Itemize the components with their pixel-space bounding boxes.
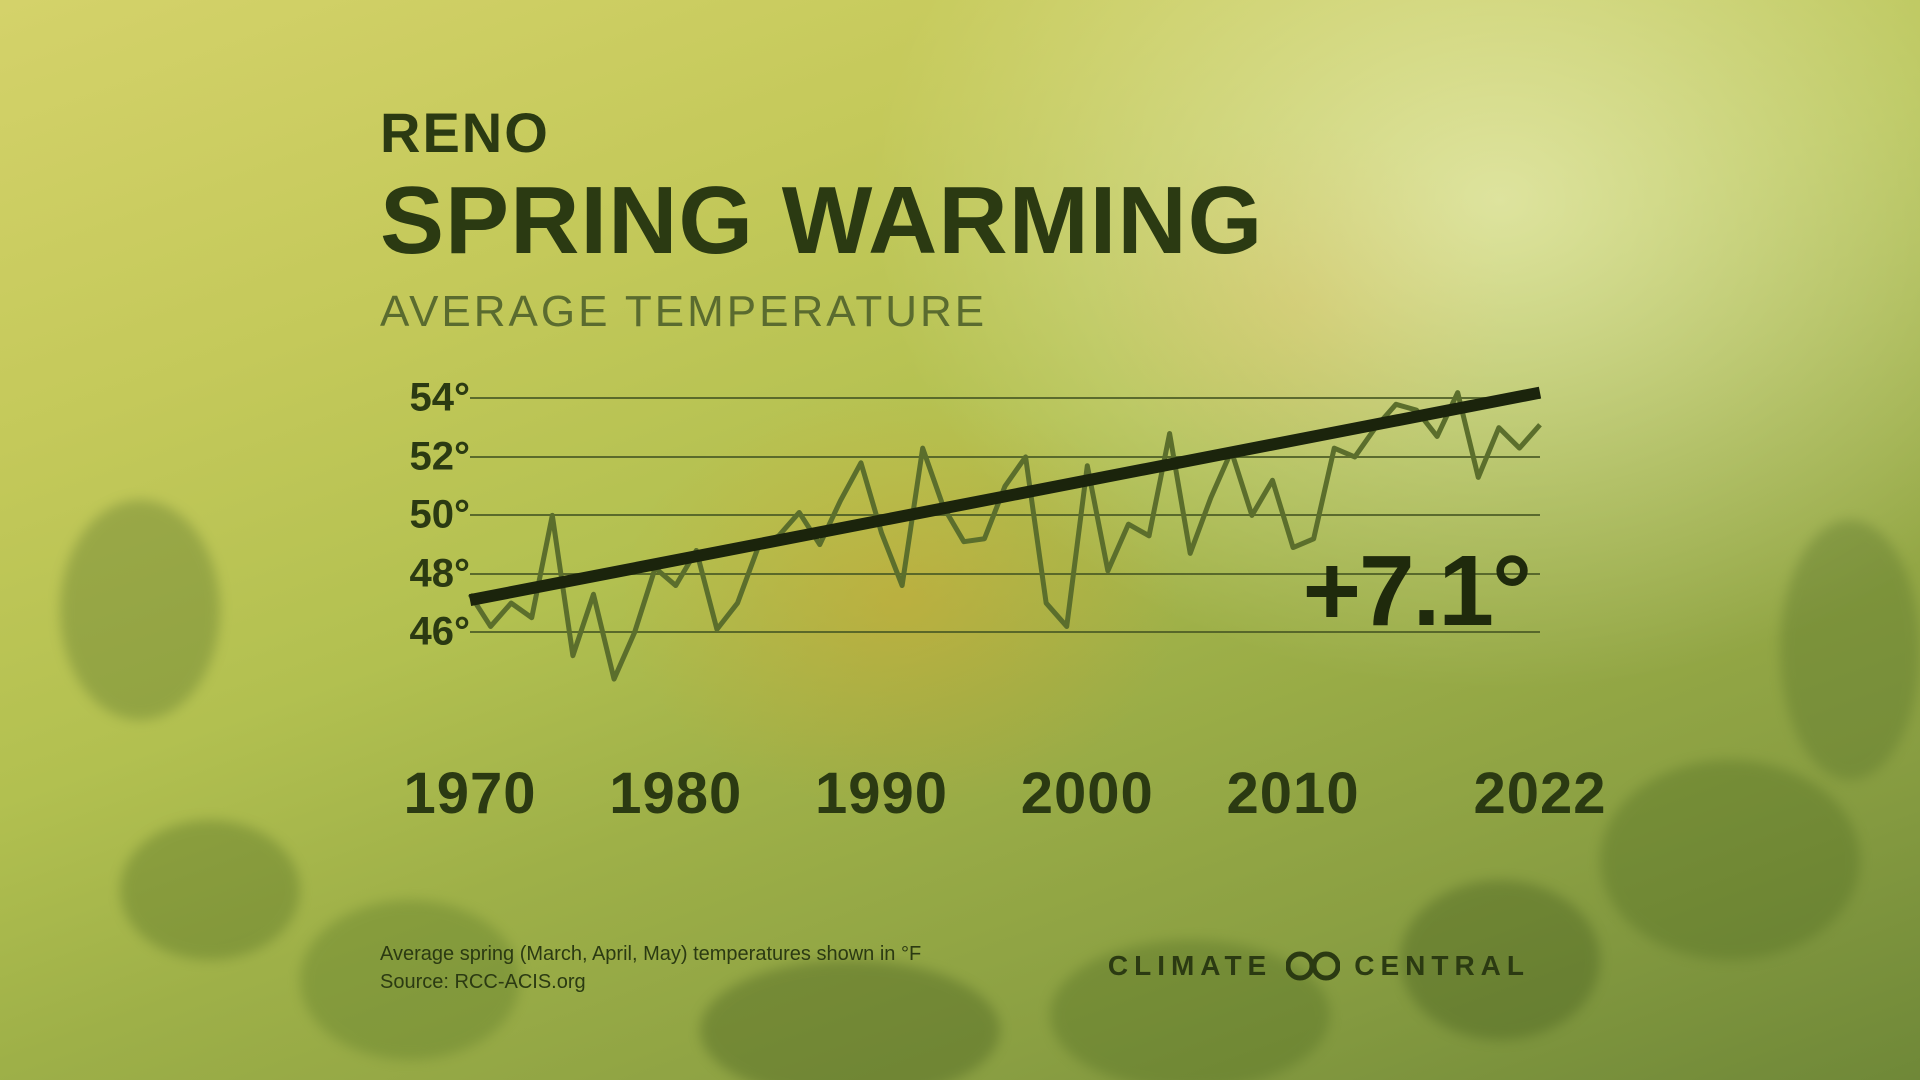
- x-tick-label: 1990: [815, 760, 948, 827]
- brand-logo-icon: [1286, 951, 1340, 981]
- temperature-chart: 46°48°50°52°54°197019801990200020102022+…: [380, 340, 1540, 720]
- city-label: RENO: [380, 100, 1540, 165]
- x-tick-label: 1980: [609, 760, 742, 827]
- brand-lockup: CLIMATE CENTRAL: [1108, 950, 1530, 982]
- footnote: Average spring (March, April, May) tempe…: [380, 940, 921, 996]
- warming-callout: +7.1°: [1303, 534, 1530, 649]
- chart-svg: [380, 300, 1540, 760]
- main-title: SPRING WARMING: [380, 173, 1540, 269]
- x-tick-label: 2022: [1473, 760, 1606, 827]
- x-tick-label: 1970: [403, 760, 536, 827]
- brand-left: CLIMATE: [1108, 950, 1272, 982]
- infographic-root: RENO SPRING WARMING AVERAGE TEMPERATURE …: [0, 0, 1920, 1080]
- brand-right: CENTRAL: [1354, 950, 1530, 982]
- x-tick-label: 2010: [1227, 760, 1360, 827]
- footnote-line2: Source: RCC-ACIS.org: [380, 968, 921, 996]
- x-tick-label: 2000: [1021, 760, 1154, 827]
- footnote-line1: Average spring (March, April, May) tempe…: [380, 940, 921, 968]
